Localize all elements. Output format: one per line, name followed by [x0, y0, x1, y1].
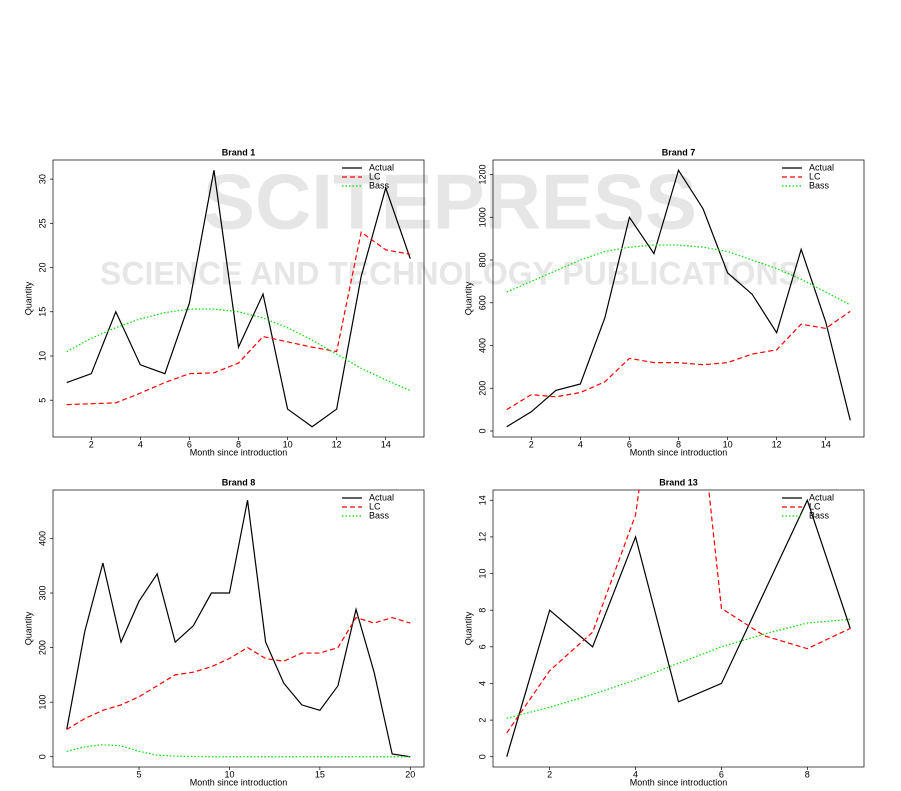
y-tick-label: 2 — [477, 718, 487, 723]
y-tick-label: 0 — [477, 429, 487, 434]
y-tick-label: 0 — [477, 754, 487, 759]
chart-title: Brand 7 — [662, 147, 696, 157]
legend-label: LC — [369, 171, 381, 181]
chart-title: Brand 8 — [222, 477, 256, 487]
plot-frame — [492, 489, 865, 768]
legend-label: LC — [809, 171, 821, 181]
data-line — [506, 168, 851, 428]
data-line — [66, 308, 411, 392]
y-tick-label: 1000 — [477, 207, 487, 227]
panel: Brand 1 Month since introduction Quantity 2… — [23, 147, 425, 457]
y-tick-label: 400 — [477, 338, 487, 353]
legend-label: LC — [809, 501, 821, 511]
y-tick-label: 4 — [477, 681, 487, 686]
x-axis-label: Month since introduction — [630, 777, 728, 787]
y-tick-label: 400 — [37, 531, 47, 546]
x-tick-label: 6 — [187, 439, 192, 449]
panel: Brand 13 Month since introduction Quantity… — [463, 477, 865, 787]
x-tick-label: 10 — [224, 769, 234, 779]
x-tick-label: 12 — [772, 439, 782, 449]
y-tick-label: 14 — [477, 495, 487, 505]
x-tick-label: 4 — [138, 439, 143, 449]
x-tick-label: 2 — [529, 439, 534, 449]
x-tick-label: 14 — [821, 439, 831, 449]
y-tick-label: 12 — [477, 532, 487, 542]
data-line — [66, 500, 411, 758]
x-axis-label: Month since introduction — [190, 777, 288, 787]
chart-title: Brand 1 — [222, 147, 256, 157]
x-tick-label: 6 — [719, 769, 724, 779]
y-tick-label: 5 — [37, 398, 47, 403]
y-tick-label: 30 — [37, 174, 47, 184]
legend-label: Bass — [369, 510, 390, 520]
x-tick-label: 10 — [283, 439, 293, 449]
y-tick-label: 0 — [37, 754, 47, 759]
y-tick-label: 100 — [37, 695, 47, 710]
x-tick-label: 8 — [676, 439, 681, 449]
data-line — [66, 170, 411, 428]
panel: Brand 7 Month since introduction Quantity 2… — [463, 147, 865, 457]
y-tick-label: 15 — [37, 307, 47, 317]
chart-title: Brand 13 — [659, 477, 698, 487]
legend-label: Actual — [369, 492, 394, 502]
x-tick-label: 2 — [89, 439, 94, 449]
legend-label: Actual — [809, 162, 834, 172]
x-tick-label: 12 — [332, 439, 342, 449]
data-line — [506, 618, 851, 719]
data-line — [66, 616, 411, 730]
x-tick-label: 14 — [381, 439, 391, 449]
x-tick-label: 10 — [723, 439, 733, 449]
legend-label: LC — [369, 501, 381, 511]
x-tick-label: 20 — [405, 769, 415, 779]
y-tick-label: 25 — [37, 218, 47, 228]
y-tick-label: 8 — [477, 608, 487, 613]
legend-label: Bass — [809, 510, 830, 520]
plot-frame — [52, 489, 425, 768]
x-axis-label: Month since introduction — [630, 447, 728, 457]
legend-label: Actual — [369, 162, 394, 172]
data-line — [66, 744, 411, 758]
x-tick-label: 8 — [236, 439, 241, 449]
legend-label: Actual — [809, 492, 834, 502]
y-tick-label: 6 — [477, 644, 487, 649]
y-tick-label: 20 — [37, 263, 47, 273]
x-tick-label: 5 — [137, 769, 142, 779]
data-line — [506, 498, 851, 757]
y-tick-label: 10 — [477, 569, 487, 579]
y-tick-label: 200 — [477, 381, 487, 396]
y-tick-label: 1200 — [477, 165, 487, 185]
data-line — [66, 231, 411, 406]
x-tick-label: 8 — [805, 769, 810, 779]
x-tick-label: 2 — [547, 769, 552, 779]
x-tick-label: 4 — [578, 439, 583, 449]
y-tick-label: 300 — [37, 586, 47, 601]
x-tick-label: 6 — [627, 439, 632, 449]
y-tick-label: 800 — [477, 253, 487, 268]
y-tick-label: 200 — [37, 640, 47, 655]
x-tick-label: 4 — [633, 769, 638, 779]
watermark-tagline: SCIENCE AND TECHNOLOGY PUBLICATIONS — [100, 255, 800, 291]
y-axis-label: Quantity — [463, 611, 473, 645]
y-axis-label: Quantity — [23, 281, 33, 315]
watermark: SCITEPRESS — [203, 158, 697, 246]
legend-label: Bass — [369, 180, 390, 190]
y-axis-label: Quantity — [23, 611, 33, 645]
x-tick-label: 15 — [315, 769, 325, 779]
y-tick-label: 10 — [37, 351, 47, 361]
legend-label: Bass — [809, 180, 830, 190]
panel: Brand 8 Month since introduction Quantity 5… — [23, 477, 425, 787]
x-axis-label: Month since introduction — [190, 447, 288, 457]
data-line — [506, 310, 851, 411]
y-axis-label: Quantity — [463, 281, 473, 315]
y-tick-label: 600 — [477, 295, 487, 310]
